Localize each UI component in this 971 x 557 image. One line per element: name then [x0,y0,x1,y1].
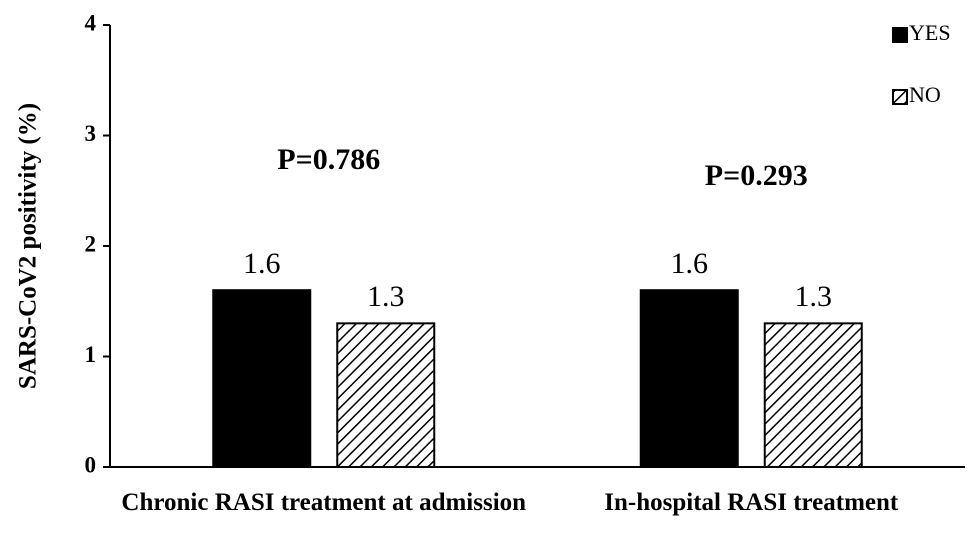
annotation: P=0.786 [277,143,380,176]
annotation: P=0.293 [705,159,808,192]
data-label: 1.6 [243,247,281,280]
legend-swatch [892,27,908,43]
y-tick-label: 0 [85,452,97,477]
x-tick-label: Chronic RASI treatment at admission [121,489,527,516]
y-tick-label: 2 [85,231,97,256]
bar [763,322,863,468]
data-label: 1.6 [671,247,709,280]
bar [212,289,312,469]
y-axis-label: SARS-CoV2 positivity (%) [15,103,42,389]
y-tick-label: 3 [85,121,97,146]
data-label: 1.3 [367,280,405,313]
data-label: 1.3 [795,280,833,313]
legend-label: YES [909,20,951,45]
y-tick-label: 1 [85,342,97,367]
legend-label: NO [909,82,941,107]
bar [639,289,739,469]
legend-swatch [892,89,908,105]
x-tick-label: In-hospital RASI treatment [604,489,899,516]
y-tick-label: 4 [85,10,97,35]
bar [336,322,436,468]
